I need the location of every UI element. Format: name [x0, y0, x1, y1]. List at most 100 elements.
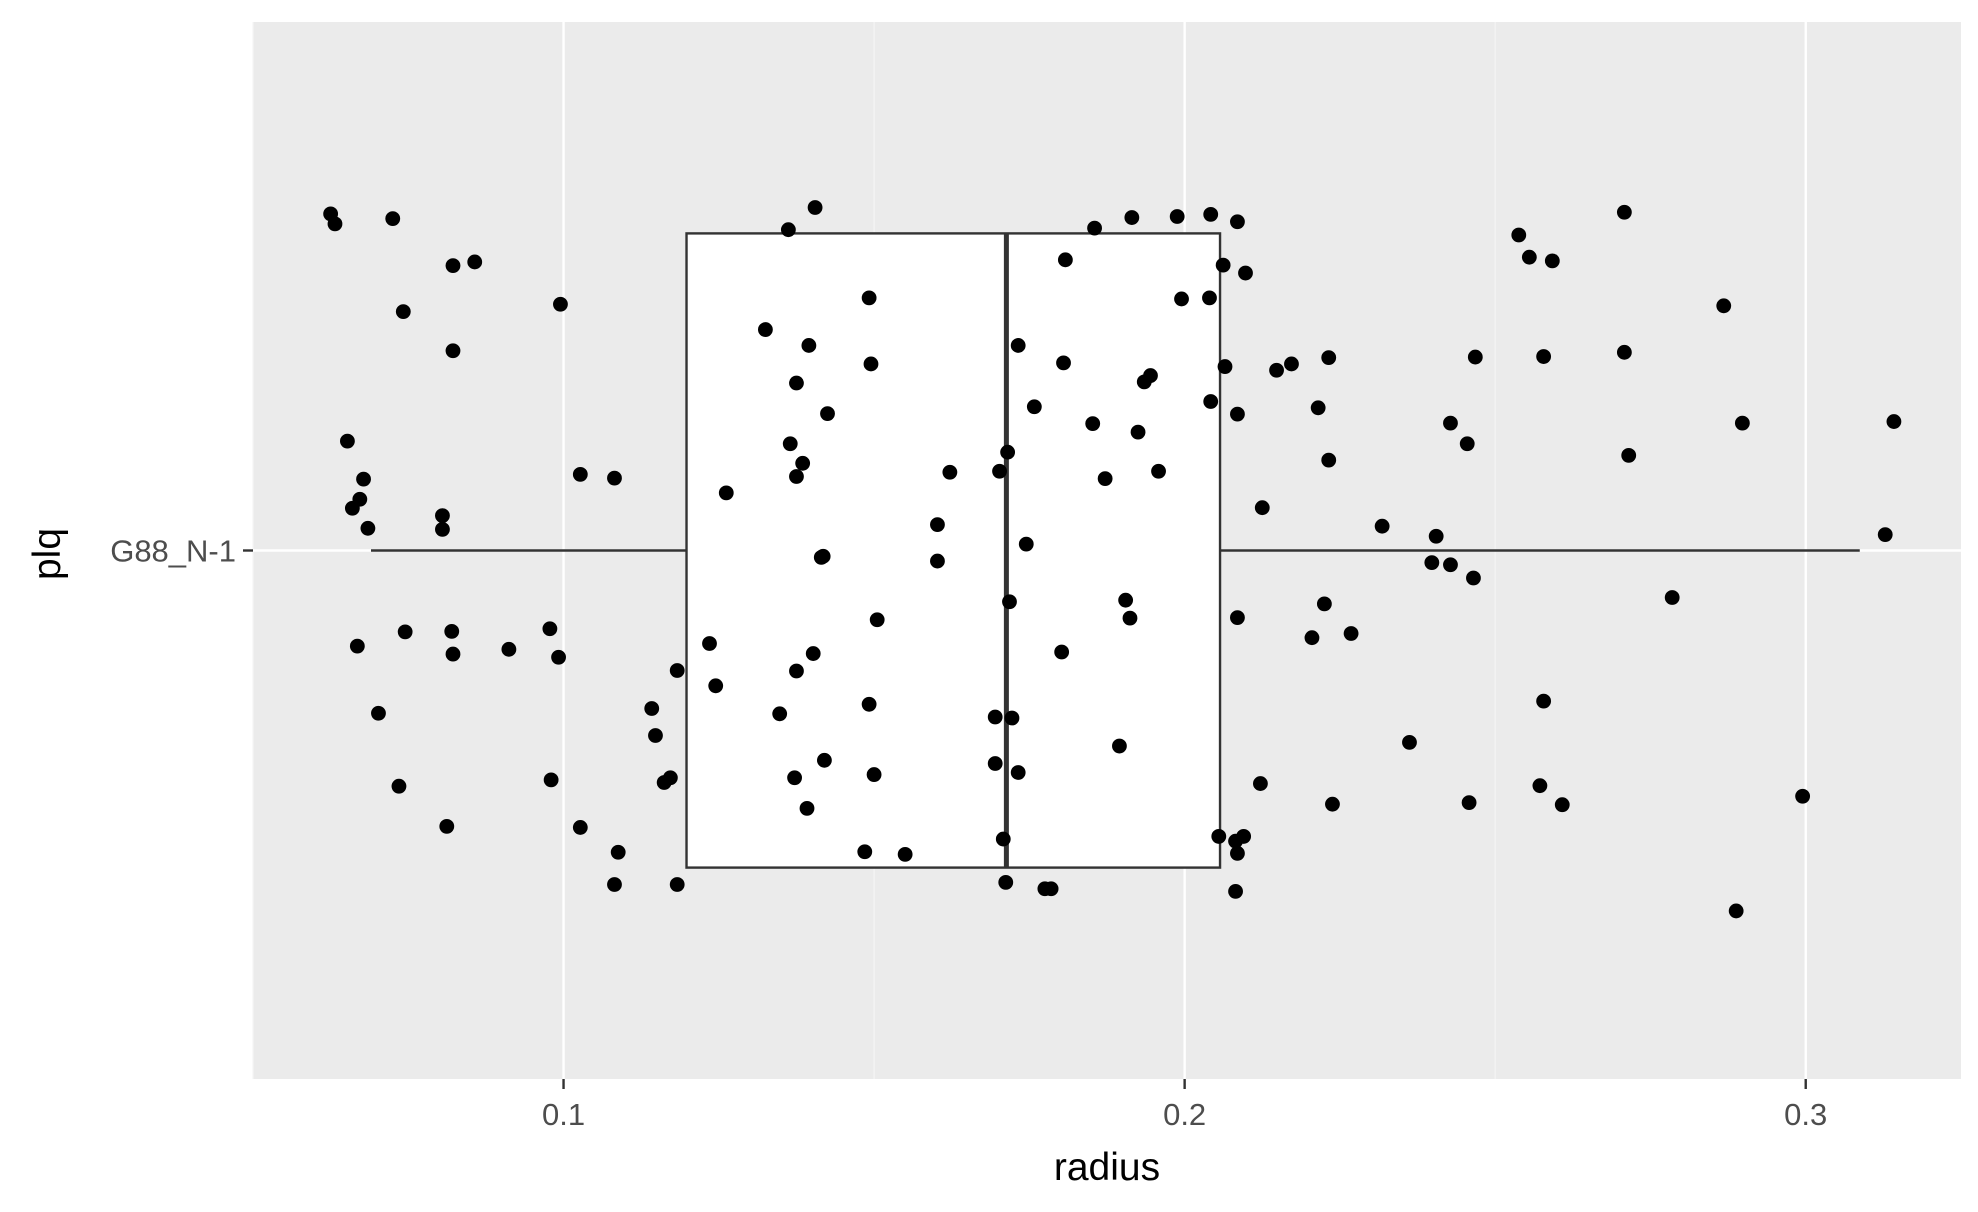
data-point-3	[395, 304, 411, 320]
data-point-66	[930, 553, 945, 569]
data-point-69	[1010, 338, 1026, 353]
data-point-33	[669, 663, 685, 678]
data-point-140	[1616, 344, 1632, 360]
data-point-38	[708, 678, 724, 694]
axis-layer: 0.1 0.2 0.3 G88_N-1	[110, 534, 1827, 1133]
data-point-134	[1544, 253, 1560, 269]
data-point-18	[397, 624, 413, 640]
data-point-57	[861, 290, 877, 306]
data-point-54	[817, 752, 832, 768]
data-point-92	[1118, 592, 1134, 608]
data-point-82	[1056, 355, 1071, 371]
data-point-128	[1466, 570, 1481, 586]
data-point-17	[349, 638, 365, 654]
data-point-81	[1057, 252, 1073, 268]
data-point-28	[572, 820, 588, 835]
data-point-61	[866, 767, 882, 782]
data-point-32	[648, 728, 663, 743]
y-axis-title: plq	[26, 528, 69, 580]
data-point-6	[467, 254, 483, 270]
data-point-114	[1284, 356, 1299, 372]
data-point-2	[385, 211, 401, 227]
data-point-50	[813, 549, 829, 565]
data-point-136	[1536, 693, 1552, 709]
data-point-143	[1716, 298, 1732, 314]
data-point-94	[1112, 738, 1127, 754]
data-point-76	[1010, 765, 1026, 780]
data-point-14	[435, 521, 450, 537]
data-point-27	[543, 772, 559, 788]
data-point-111	[1228, 883, 1243, 899]
x-tick-label-0: 0.1	[542, 1097, 585, 1132]
data-point-46	[782, 436, 798, 452]
data-point-108	[1228, 833, 1243, 849]
data-point-70	[1026, 399, 1042, 415]
data-point-64	[942, 464, 958, 480]
data-point-44	[789, 375, 804, 391]
data-point-120	[1343, 626, 1359, 641]
data-point-25	[391, 778, 407, 794]
data-point-56	[799, 801, 815, 816]
data-point-30	[607, 877, 622, 892]
data-point-45	[820, 406, 835, 422]
data-point-103	[1203, 394, 1219, 409]
data-point-8	[340, 433, 355, 449]
data-point-78	[998, 874, 1014, 890]
data-point-117	[1321, 452, 1337, 468]
data-point-20	[445, 646, 461, 662]
data-point-75	[987, 756, 1003, 771]
data-point-51	[805, 646, 821, 661]
data-point-48	[789, 469, 804, 484]
data-point-99	[1230, 214, 1245, 230]
data-point-90	[1130, 424, 1146, 440]
data-point-77	[995, 831, 1011, 847]
data-point-106	[1230, 610, 1245, 626]
data-point-52	[789, 663, 804, 679]
data-point-86	[1097, 471, 1113, 487]
data-point-41	[780, 222, 796, 238]
data-point-145	[1728, 903, 1744, 919]
data-point-58	[863, 356, 879, 372]
data-point-65	[930, 517, 945, 533]
data-point-11	[360, 520, 376, 536]
data-point-148	[1886, 414, 1902, 429]
data-point-147	[1877, 527, 1893, 543]
data-point-63	[897, 846, 913, 862]
data-point-137	[1532, 778, 1548, 794]
data-point-98	[1202, 290, 1217, 306]
data-point-24	[371, 705, 386, 721]
data-point-4	[445, 258, 461, 274]
data-point-42	[807, 200, 823, 215]
data-point-91	[1151, 463, 1166, 479]
box-layer	[371, 232, 1860, 869]
data-point-144	[1734, 415, 1750, 431]
data-point-116	[1310, 400, 1326, 416]
data-point-71	[1018, 536, 1034, 552]
data-point-37	[702, 636, 717, 651]
data-point-84	[1087, 220, 1102, 236]
data-point-96	[1203, 206, 1219, 222]
x-axis-title: radius	[1054, 1146, 1160, 1189]
data-point-59	[869, 612, 885, 628]
data-point-73	[987, 709, 1003, 725]
data-point-87	[1124, 210, 1140, 225]
data-point-39	[718, 485, 734, 501]
data-point-68	[1000, 444, 1016, 460]
data-point-55	[787, 770, 802, 786]
data-point-83	[1054, 644, 1070, 660]
data-point-23	[551, 649, 566, 665]
data-point-122	[1374, 518, 1390, 534]
data-point-142	[1664, 590, 1680, 605]
data-point-60	[861, 696, 877, 712]
data-point-104	[1230, 406, 1245, 422]
data-point-119	[1316, 596, 1332, 612]
data-point-40	[758, 322, 773, 337]
data-point-129	[1467, 349, 1483, 365]
data-point-130	[1402, 734, 1417, 750]
data-point-1	[327, 216, 343, 232]
data-point-126	[1459, 436, 1475, 452]
data-point-95	[1169, 209, 1185, 224]
data-point-132	[1511, 227, 1527, 243]
